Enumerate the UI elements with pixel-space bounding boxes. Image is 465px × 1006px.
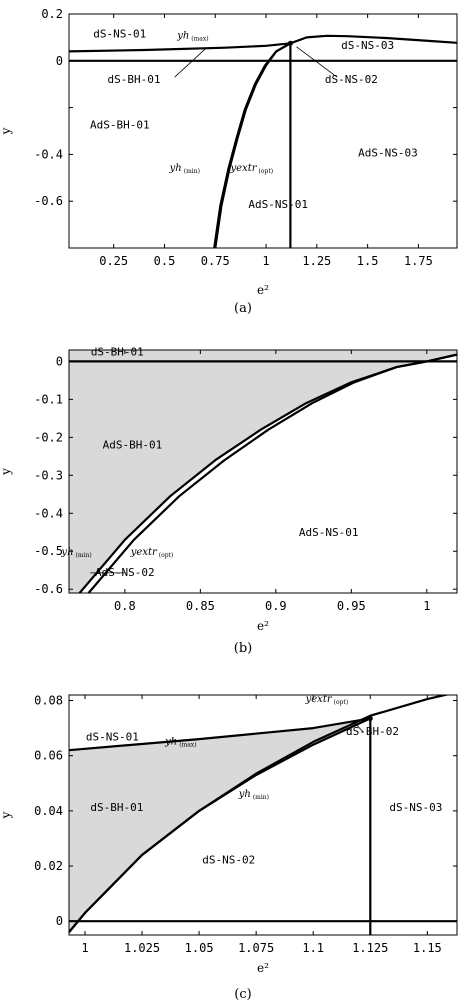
y-tick-label: -0.5: [34, 544, 63, 558]
chart-panel-1: 0.25 0.5 0.75 1 1.25 1.5 1.75 0.2 0 -0.4 -0.6 e² y dS…: [0, 7, 458, 316]
leader-line: [174, 48, 206, 78]
curve-label: yextr (opt): [305, 694, 349, 706]
x-tick-label: 1: [81, 941, 88, 955]
y-tick-label: -0.3: [34, 468, 63, 482]
region-label: dS-BH-01: [91, 346, 144, 359]
y-tick-label: 0.08: [34, 694, 63, 708]
region-label: AdS-NS-03: [358, 147, 418, 160]
region-label: AdS-BH-01: [90, 119, 150, 132]
region-label: AdS-BH-01: [103, 439, 163, 452]
region-label: AdS-NS-02: [95, 566, 155, 579]
curve-yh-max-: [69, 717, 371, 752]
curve-yh-min-: [213, 42, 291, 248]
region-label: dS-NS-02: [202, 853, 255, 866]
curve-label: yh (min): [238, 789, 269, 801]
chart-panel-3: 1 1.025 1.05 1.075 1.1 1.125 1.15 0.08 0.06 0.04 0…: [0, 694, 458, 1002]
region-label: dS-BH-01: [90, 801, 143, 814]
x-tick-label: 0.85: [186, 599, 215, 613]
region-label: dS-NS-02: [325, 73, 378, 86]
shaded-region: [69, 718, 371, 933]
x-tick-label: 1.1: [302, 941, 324, 955]
region-label: dS-NS-01: [86, 731, 139, 744]
x-tick-label: 0.9: [265, 599, 287, 613]
y-tick-label: 0: [56, 914, 63, 928]
x-axis-label: e²: [257, 619, 269, 633]
x-tick-label: 1.05: [185, 941, 214, 955]
x-tick-label: 0.75: [201, 254, 230, 268]
y-tick-label: 0.2: [41, 7, 63, 21]
y-axis-label: y: [0, 127, 13, 135]
y-tick-label: -0.4: [34, 506, 63, 520]
plot-frame: [68, 694, 458, 936]
shaded-region: [69, 350, 457, 593]
y-tick-label: 0.04: [34, 804, 63, 818]
x-axis-label: e²: [257, 283, 269, 297]
curve-yextr-opt-: [87, 353, 457, 593]
panel-caption: (b): [234, 641, 252, 656]
region-label: AdS-NS-01: [299, 526, 359, 539]
x-tick-label: 1.15: [413, 941, 442, 955]
curve-ds-ns-03-upper: [290, 34, 457, 45]
x-tick-label: 1.75: [404, 254, 433, 268]
endpoint-dot: [367, 715, 373, 721]
x-tick-label: 1.25: [302, 254, 331, 268]
region-label: dS-BH-01: [108, 73, 161, 86]
y-tick-label: -0.4: [34, 147, 63, 161]
panel-caption: (c): [234, 987, 251, 1002]
curve-yh-max-: [69, 42, 291, 53]
curve-label: yh (min): [60, 547, 91, 559]
y-tick-label: -0.1: [34, 392, 63, 406]
endpoint-dot: [287, 40, 293, 46]
plot-frame: [68, 13, 458, 249]
curve-label: yh (max): [164, 737, 196, 749]
panel-caption: (a): [234, 301, 252, 316]
x-tick-label: 1.075: [238, 941, 274, 955]
curve-label: yextr (opt): [230, 163, 274, 175]
leader-line: [354, 722, 364, 733]
chart-panel-2: 0.8 0.85 0.9 0.95 1 0 -0.1 -0.2 -0.3 -0.4 -0.5 -0.6…: [0, 346, 458, 656]
x-tick-label: 1: [423, 599, 430, 613]
curve-label: yextr (opt): [130, 547, 174, 559]
curve-label: yh (max): [176, 31, 208, 43]
curve-label: yh (min): [169, 163, 200, 175]
x-tick-label: 0.5: [154, 254, 176, 268]
x-tick-label: 1.025: [124, 941, 160, 955]
y-tick-label: -0.6: [34, 194, 63, 208]
y-tick-label: 0: [56, 54, 63, 68]
x-tick-label: 1.125: [352, 941, 388, 955]
region-label: AdS-NS-01: [248, 198, 308, 211]
y-tick-label: -0.6: [34, 582, 63, 596]
region-label: dS-NS-03: [341, 39, 394, 52]
y-tick-label: 0.02: [34, 859, 63, 873]
y-tick-label: 0.06: [34, 749, 63, 763]
x-tick-label: 0.8: [114, 599, 136, 613]
x-tick-label: 0.95: [337, 599, 366, 613]
x-tick-label: 1.5: [357, 254, 379, 268]
y-tick-label: -0.2: [34, 430, 63, 444]
y-axis-label: y: [0, 811, 13, 819]
x-axis-label: e²: [257, 961, 269, 975]
curve-yextr-opt-: [214, 42, 291, 248]
region-label: dS-NS-01: [93, 27, 146, 40]
region-label: dS-NS-03: [389, 801, 442, 814]
leader-line: [296, 46, 338, 78]
curve-yextr-opt-: [69, 695, 450, 933]
y-tick-label: 0: [56, 354, 63, 368]
x-tick-label: 0.25: [99, 254, 128, 268]
region-label: dS-BH-02: [346, 725, 399, 738]
plot-frame: [68, 349, 458, 594]
x-tick-label: 1: [262, 254, 269, 268]
y-axis-label: y: [0, 468, 13, 476]
